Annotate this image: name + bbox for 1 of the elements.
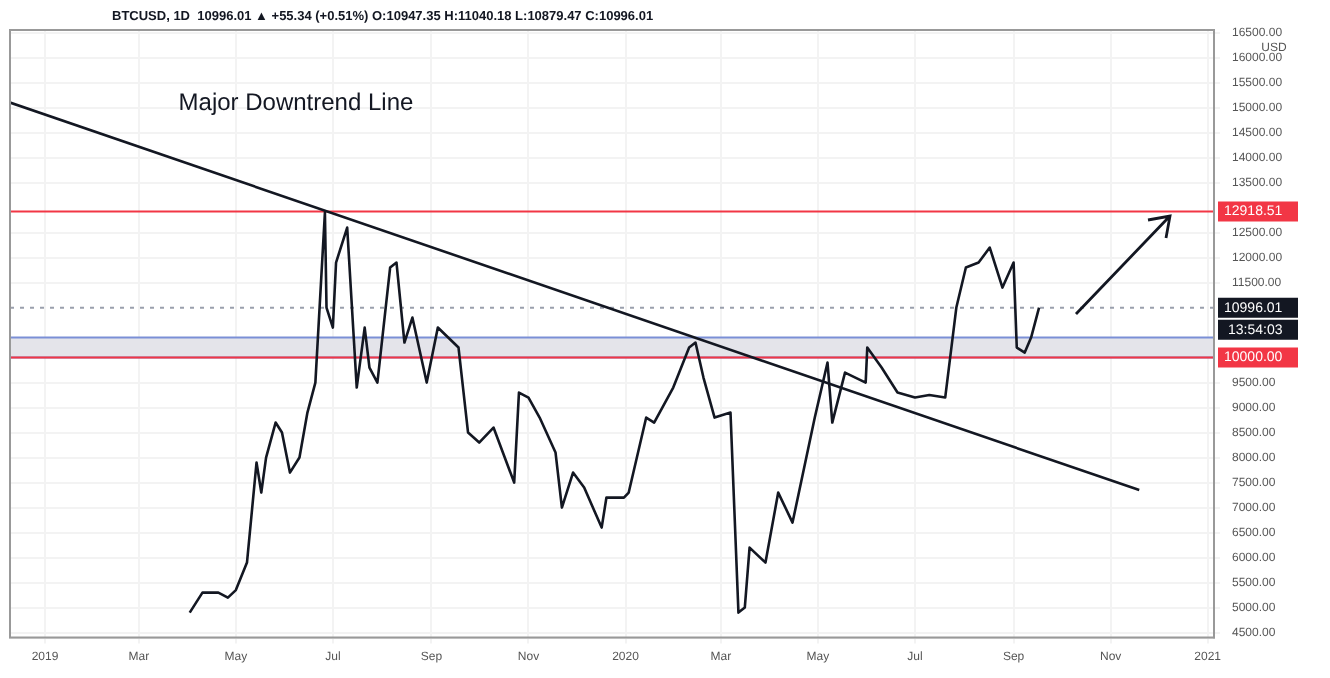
annotation: Major Downtrend Line <box>178 87 414 116</box>
